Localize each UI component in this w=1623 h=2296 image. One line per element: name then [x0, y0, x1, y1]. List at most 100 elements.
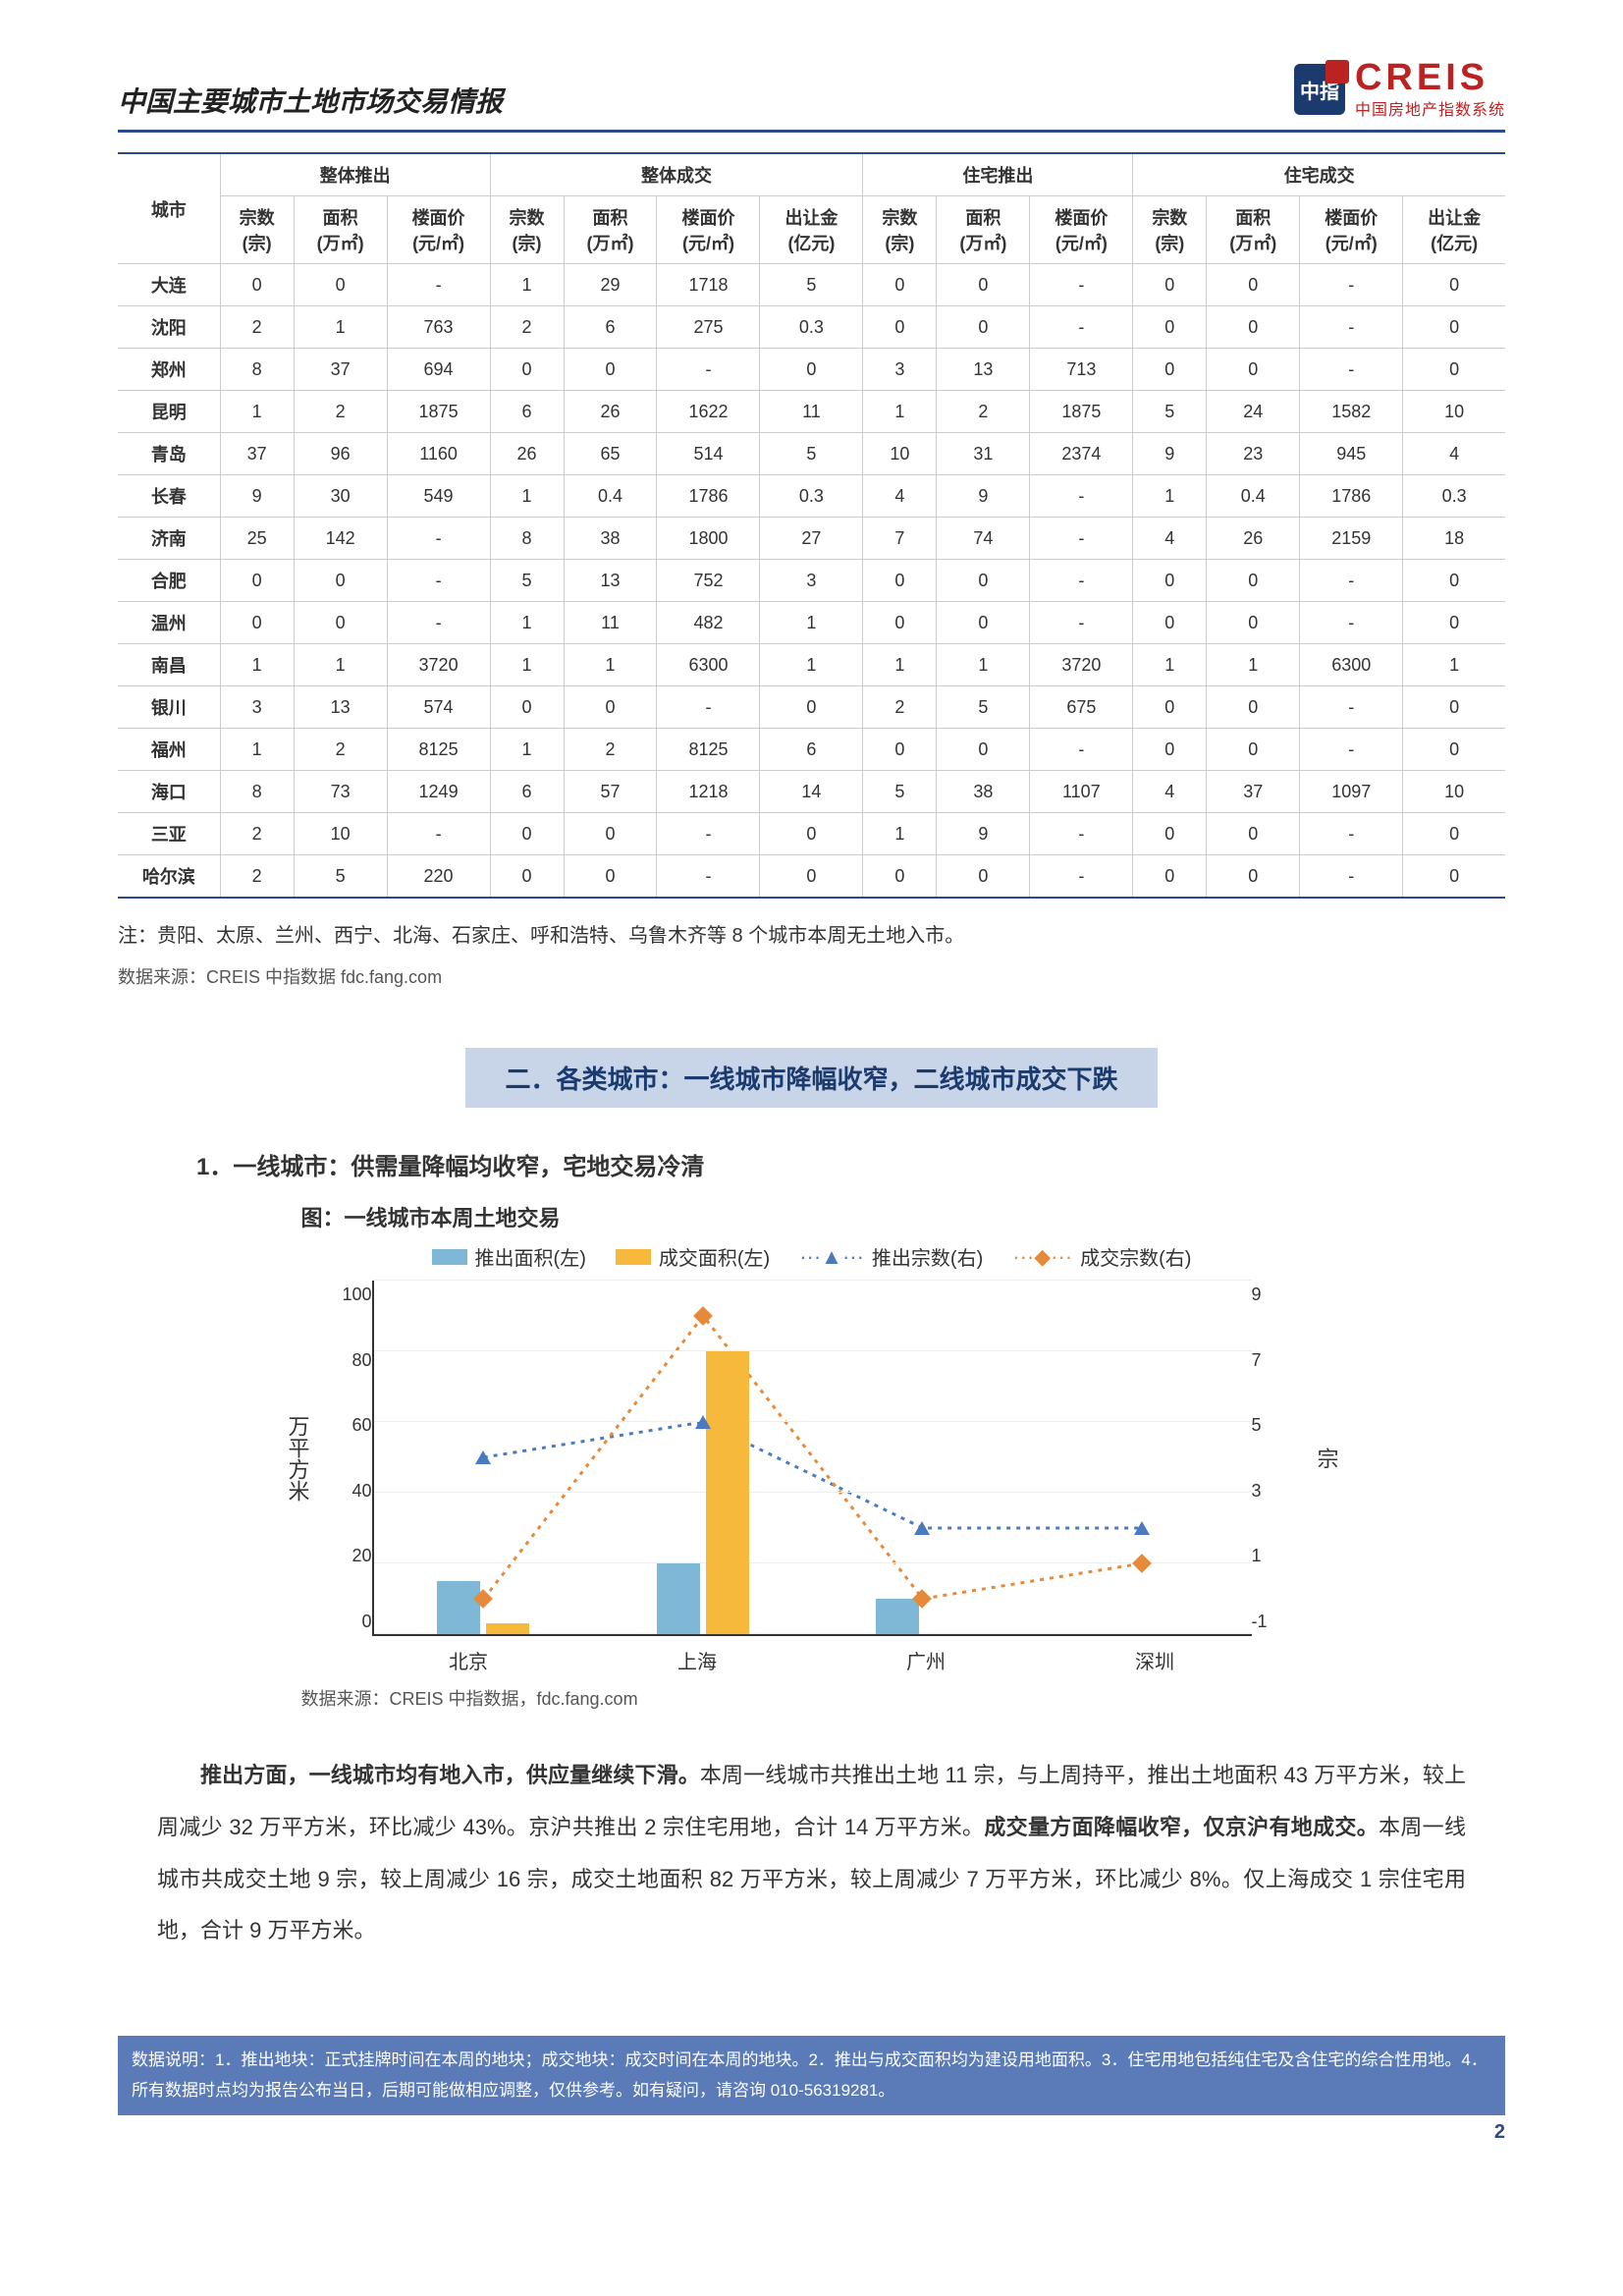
th-sub: 面积 (万㎡)	[937, 196, 1030, 264]
x-category: 广州	[906, 1646, 946, 1674]
cell-city: 南昌	[118, 644, 220, 686]
cell-city: 合肥	[118, 560, 220, 602]
subsection-heading: 1．一线城市：供需量降幅均收窄，宅地交易冷清	[196, 1147, 1505, 1181]
cell: 8	[220, 349, 294, 391]
bar-deal-area	[706, 1351, 749, 1634]
cell: 30	[294, 475, 387, 518]
axis-tick: 7	[1252, 1350, 1262, 1371]
y-right-label: 宗	[1301, 1448, 1352, 1469]
legend-swatch: ···▲···	[799, 1244, 864, 1270]
cell-city: 郑州	[118, 349, 220, 391]
cell: 27	[760, 518, 863, 560]
cell: 0.3	[760, 475, 863, 518]
cell: -	[1030, 560, 1133, 602]
cell: 1786	[657, 475, 760, 518]
cell: -	[657, 349, 760, 391]
cell: 0	[1403, 349, 1505, 391]
table-row: 合肥00-513752300-00-0	[118, 560, 1505, 602]
cell: 5	[294, 855, 387, 899]
legend-label: 成交面积(左)	[659, 1242, 770, 1271]
cell: 1875	[1030, 391, 1133, 433]
cell: 1	[863, 391, 937, 433]
cell: 1	[1207, 644, 1300, 686]
cell: 2	[863, 686, 937, 729]
cell: 0	[863, 602, 937, 644]
cell: 0	[937, 855, 1030, 899]
cell: 0	[1207, 306, 1300, 349]
cell: 2	[220, 813, 294, 855]
cell: 713	[1030, 349, 1133, 391]
cell-city: 三亚	[118, 813, 220, 855]
chart-plot	[372, 1281, 1252, 1636]
cell: 945	[1300, 433, 1403, 475]
cell: 220	[387, 855, 490, 899]
cell: 763	[387, 306, 490, 349]
cell: 10	[1403, 391, 1505, 433]
cell: 65	[564, 433, 657, 475]
cell: 0	[1207, 349, 1300, 391]
cell: 0	[1133, 264, 1207, 306]
cell: 3	[220, 686, 294, 729]
th-sub: 楼面价 (元/㎡)	[387, 196, 490, 264]
table-row: 沈阳21763262750.300-00-0	[118, 306, 1505, 349]
th-sub: 宗数 (宗)	[490, 196, 564, 264]
cell-city: 济南	[118, 518, 220, 560]
cell-city: 海口	[118, 771, 220, 813]
cell: 0	[220, 602, 294, 644]
cell: 0	[1403, 264, 1505, 306]
cell: 0	[760, 349, 863, 391]
cell: 0	[1207, 813, 1300, 855]
cell: 7	[863, 518, 937, 560]
cell: 0	[863, 560, 937, 602]
bar-push-area	[437, 1581, 480, 1634]
cell: 0	[1207, 729, 1300, 771]
legend-swatch: ···◆···	[1012, 1244, 1072, 1270]
table-row: 海口87312496571218145381107437109710	[118, 771, 1505, 813]
cell: -	[387, 602, 490, 644]
cell: 1622	[657, 391, 760, 433]
cell: 675	[1030, 686, 1133, 729]
cell: 11	[564, 602, 657, 644]
cell: 1160	[387, 433, 490, 475]
cell: 25	[220, 518, 294, 560]
cell: 5	[1133, 391, 1207, 433]
cell: 18	[1403, 518, 1505, 560]
cell: 0	[1403, 729, 1505, 771]
cell: 11	[760, 391, 863, 433]
cell-city: 福州	[118, 729, 220, 771]
cell: 0	[1403, 813, 1505, 855]
cell: 0	[490, 855, 564, 899]
cell: 10	[1403, 771, 1505, 813]
cell: -	[1030, 264, 1133, 306]
cell: 1	[760, 602, 863, 644]
body-paragraph: 推出方面，一线城市均有地入市，供应量继续下滑。本周一线城市共推出土地 11 宗，…	[157, 1750, 1466, 1957]
cell: 1	[220, 391, 294, 433]
cell: 0	[564, 813, 657, 855]
cell: 73	[294, 771, 387, 813]
x-category: 上海	[677, 1646, 717, 1674]
cell: 1718	[657, 264, 760, 306]
cell: 0	[1133, 729, 1207, 771]
cell: -	[387, 560, 490, 602]
body-bold-2: 成交量方面降幅收窄，仅京沪有地成交。	[984, 1815, 1379, 1839]
marker-triangle	[914, 1521, 930, 1535]
cell: 26	[1207, 518, 1300, 560]
cell: 1	[490, 475, 564, 518]
cell: 5	[937, 686, 1030, 729]
cell: 2	[294, 391, 387, 433]
cell: 5	[760, 264, 863, 306]
th-group-2: 整体成交	[490, 153, 863, 196]
cell: 2	[564, 729, 657, 771]
cell-city: 沈阳	[118, 306, 220, 349]
cell: 0	[760, 686, 863, 729]
cell: 0	[1133, 855, 1207, 899]
cell: 2	[937, 391, 1030, 433]
th-sub: 楼面价 (元/㎡)	[657, 196, 760, 264]
th-sub: 面积 (万㎡)	[1207, 196, 1300, 264]
cell: -	[1300, 813, 1403, 855]
table-row: 长春93054910.417860.349-10.417860.3	[118, 475, 1505, 518]
cell: -	[387, 264, 490, 306]
x-category: 北京	[449, 1646, 488, 1674]
cell: 0	[1403, 855, 1505, 899]
cell: 0	[1403, 306, 1505, 349]
